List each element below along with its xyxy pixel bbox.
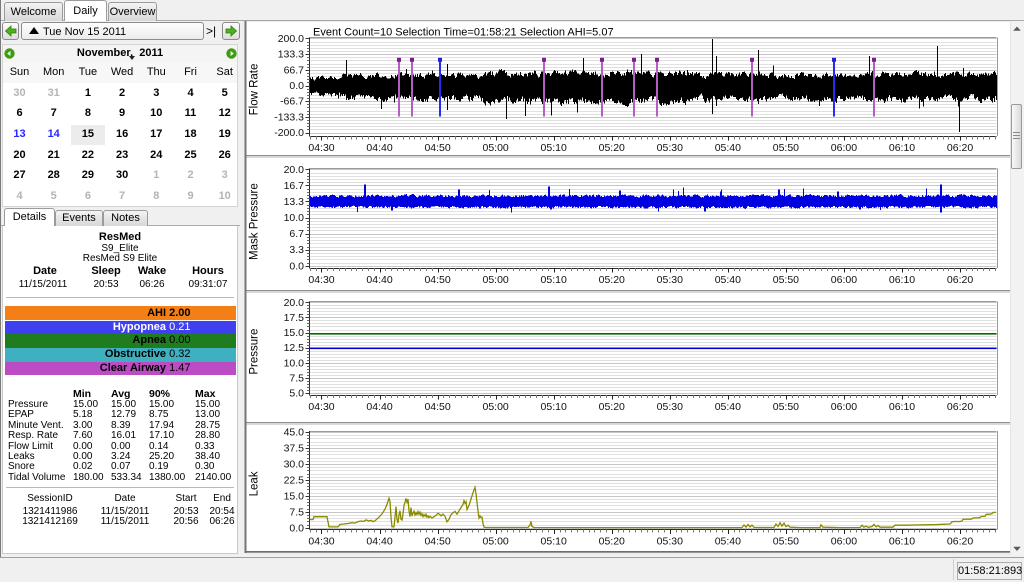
svg-text:06:10: 06:10 (889, 274, 915, 286)
svg-text:05:20: 05:20 (599, 142, 625, 154)
svg-text:04:40: 04:40 (366, 274, 392, 286)
svg-text:05:20: 05:20 (599, 535, 625, 547)
svg-text:22.5: 22.5 (284, 474, 305, 486)
svg-text:45.0: 45.0 (284, 427, 305, 439)
svg-text:05:30: 05:30 (657, 535, 683, 547)
svg-text:05:20: 05:20 (599, 401, 625, 413)
svg-text:17.5: 17.5 (284, 312, 305, 324)
svg-text:10.0: 10.0 (284, 357, 305, 369)
svg-text:Flow Rate: Flow Rate (249, 64, 261, 116)
svg-text:06:20: 06:20 (947, 274, 973, 286)
svg-text:0.0: 0.0 (289, 80, 304, 92)
svg-text:06:20: 06:20 (947, 535, 973, 547)
svg-text:10.0: 10.0 (284, 212, 305, 224)
svg-text:06:20: 06:20 (947, 401, 973, 413)
svg-text:06:00: 06:00 (831, 535, 857, 547)
svg-text:06:10: 06:10 (889, 535, 915, 547)
svg-text:30.0: 30.0 (284, 458, 305, 470)
svg-text:0.0: 0.0 (289, 260, 304, 272)
svg-text:20.0: 20.0 (284, 164, 305, 176)
svg-text:Leak: Leak (249, 471, 261, 496)
svg-text:04:40: 04:40 (366, 535, 392, 547)
svg-text:5.0: 5.0 (289, 388, 304, 400)
svg-text:04:30: 04:30 (308, 274, 334, 286)
svg-text:05:40: 05:40 (715, 274, 741, 286)
svg-text:15.0: 15.0 (284, 490, 305, 502)
svg-text:04:40: 04:40 (366, 401, 392, 413)
svg-text:05:40: 05:40 (715, 142, 741, 154)
svg-text:20.0: 20.0 (284, 297, 305, 309)
svg-text:05:10: 05:10 (541, 535, 567, 547)
svg-text:06:20: 06:20 (947, 142, 973, 154)
svg-text:05:00: 05:00 (483, 401, 509, 413)
svg-text:05:40: 05:40 (715, 535, 741, 547)
svg-text:06:10: 06:10 (889, 142, 915, 154)
svg-text:133.3: 133.3 (278, 49, 304, 61)
svg-text:04:30: 04:30 (308, 401, 334, 413)
svg-text:05:50: 05:50 (773, 401, 799, 413)
svg-text:37.5: 37.5 (284, 442, 305, 454)
svg-text:12.5: 12.5 (284, 342, 305, 354)
svg-text:-133.3: -133.3 (274, 111, 304, 123)
svg-text:05:20: 05:20 (599, 274, 625, 286)
svg-text:05:30: 05:30 (657, 142, 683, 154)
svg-text:05:30: 05:30 (657, 401, 683, 413)
svg-text:06:00: 06:00 (831, 274, 857, 286)
svg-text:04:50: 04:50 (424, 535, 450, 547)
svg-text:Mask Pressure: Mask Pressure (249, 183, 261, 260)
svg-text:66.7: 66.7 (284, 64, 305, 76)
svg-text:3.3: 3.3 (289, 244, 304, 256)
svg-text:Event Count=10 Selection Time=: Event Count=10 Selection Time=01:58:21 S… (313, 27, 614, 39)
svg-text:05:10: 05:10 (541, 274, 567, 286)
svg-text:05:00: 05:00 (483, 274, 509, 286)
svg-text:05:50: 05:50 (773, 142, 799, 154)
svg-text:0.0: 0.0 (289, 522, 304, 534)
svg-text:05:40: 05:40 (715, 401, 741, 413)
svg-text:05:00: 05:00 (483, 142, 509, 154)
svg-text:06:10: 06:10 (889, 401, 915, 413)
svg-text:7.5: 7.5 (289, 372, 304, 384)
svg-text:200.0: 200.0 (278, 33, 304, 45)
svg-text:05:00: 05:00 (483, 535, 509, 547)
svg-text:-66.7: -66.7 (280, 96, 304, 108)
svg-text:04:50: 04:50 (424, 142, 450, 154)
svg-text:04:50: 04:50 (424, 274, 450, 286)
svg-text:-200.0: -200.0 (274, 127, 304, 139)
svg-text:05:10: 05:10 (541, 142, 567, 154)
svg-text:05:50: 05:50 (773, 274, 799, 286)
svg-text:13.3: 13.3 (284, 196, 305, 208)
svg-text:04:30: 04:30 (308, 142, 334, 154)
svg-text:05:10: 05:10 (541, 401, 567, 413)
svg-text:04:40: 04:40 (366, 142, 392, 154)
svg-text:16.7: 16.7 (284, 180, 305, 192)
svg-text:06:00: 06:00 (831, 142, 857, 154)
svg-text:04:30: 04:30 (308, 535, 334, 547)
svg-text:04:50: 04:50 (424, 401, 450, 413)
svg-text:7.5: 7.5 (289, 506, 304, 518)
svg-text:15.0: 15.0 (284, 327, 305, 339)
svg-text:05:50: 05:50 (773, 535, 799, 547)
svg-text:6.7: 6.7 (289, 228, 304, 240)
svg-text:05:30: 05:30 (657, 274, 683, 286)
svg-text:Pressure: Pressure (249, 329, 261, 375)
svg-text:06:00: 06:00 (831, 401, 857, 413)
